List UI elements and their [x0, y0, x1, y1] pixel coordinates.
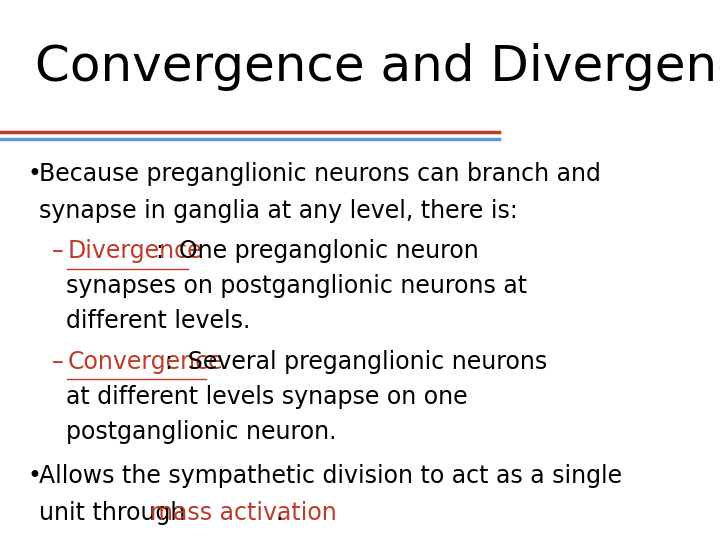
Text: :  Several preganglionic neurons: : Several preganglionic neurons [165, 350, 547, 374]
Text: –: – [53, 239, 71, 263]
Text: synapses on postganglionic neurons at: synapses on postganglionic neurons at [66, 274, 527, 298]
Text: Divergence: Divergence [67, 239, 202, 263]
Text: Allows the sympathetic division to act as a single: Allows the sympathetic division to act a… [39, 464, 622, 488]
Text: .: . [275, 501, 282, 525]
Text: unit through: unit through [39, 501, 193, 525]
Text: Because preganglionic neurons can branch and: Because preganglionic neurons can branch… [39, 162, 600, 186]
Text: postganglionic neuron.: postganglionic neuron. [66, 420, 336, 444]
Text: at different levels synapse on one: at different levels synapse on one [66, 385, 467, 409]
Text: •: • [27, 464, 41, 488]
Text: •: • [27, 162, 41, 186]
Text: :  One preganglonic neuron: : One preganglonic neuron [156, 239, 479, 263]
Text: –: – [53, 350, 71, 374]
Text: Convergence: Convergence [67, 350, 223, 374]
Text: different levels.: different levels. [66, 309, 250, 333]
Text: Convergence and Divergence: Convergence and Divergence [35, 43, 720, 91]
Text: mass activation: mass activation [150, 501, 336, 525]
Text: synapse in ganglia at any level, there is:: synapse in ganglia at any level, there i… [39, 199, 518, 222]
